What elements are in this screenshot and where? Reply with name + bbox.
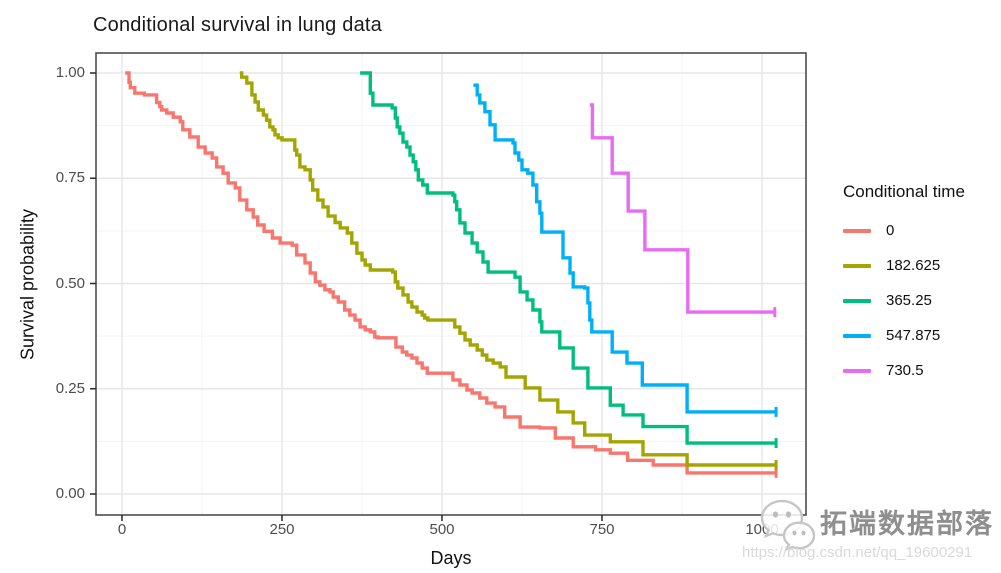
legend-key-line — [843, 368, 871, 373]
legend-item-label: 730.5 — [886, 362, 924, 379]
x-axis-title: Days — [430, 548, 472, 568]
legend: Conditional time 0 182.625 365.25 547.875 73… — [843, 181, 965, 388]
legend-item-label: 365.25 — [886, 292, 932, 309]
legend-item-547.875: 547.875 — [843, 318, 965, 353]
x-tick-label: 750 — [589, 521, 615, 538]
chart-title: Conditional survival in lung data — [93, 14, 382, 36]
legend-item-0: 0 — [843, 213, 965, 248]
legend-key-line — [843, 298, 871, 303]
y-tick-label: 1.00 — [55, 64, 85, 81]
legend-key-line — [843, 333, 871, 338]
y-tick-label: 0.25 — [55, 379, 85, 397]
x-tick-label: 0 — [117, 521, 127, 538]
legend-item-label: 182.625 — [886, 257, 941, 274]
x-tick-label: 500 — [429, 521, 455, 538]
legend-key-line — [843, 263, 871, 268]
x-tick-label: 250 — [269, 521, 295, 538]
legend-key-line — [843, 228, 871, 233]
legend-item-365.25: 365.25 — [843, 283, 965, 318]
legend-item-label: 547.875 — [886, 327, 941, 344]
y-tick-label: 0.75 — [55, 169, 85, 187]
legend-item-label: 0 — [886, 222, 895, 239]
legend-items: 0 182.625 365.25 547.875 730.5 — [843, 213, 965, 388]
y-tick-label: 0.50 — [55, 274, 85, 292]
x-tick-label: 1000 — [745, 521, 779, 538]
legend-title: Conditional time — [843, 182, 965, 201]
legend-item-182.625: 182.625 — [843, 248, 965, 283]
legend-item-730.5: 730.5 — [843, 353, 965, 388]
y-tick-label: 0.00 — [55, 485, 85, 502]
